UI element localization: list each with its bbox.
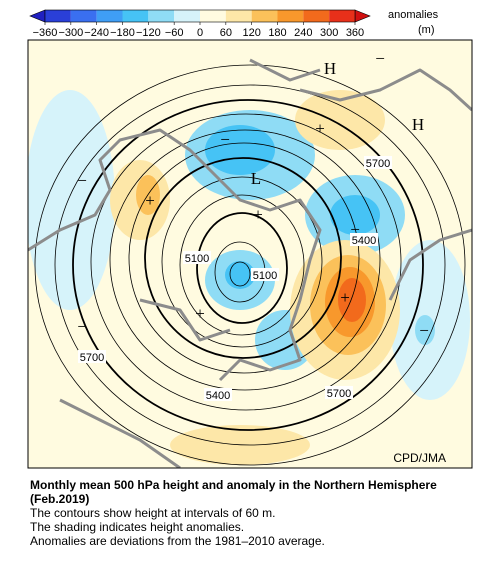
contour-label-bg [364, 156, 392, 169]
plus-marker: + [195, 304, 205, 323]
colorbar-tick-label: 120 [242, 27, 260, 39]
contour-label-bg [251, 268, 279, 281]
plus-marker: + [340, 288, 350, 307]
colorbar-tick-label: 240 [294, 27, 312, 39]
colorbar-high [354, 9, 371, 23]
contour-label-bg [325, 386, 353, 399]
caption-line: Anomalies are deviations from the 1981–2… [30, 534, 325, 548]
colorbar-tick-label: −120 [136, 27, 161, 39]
map-frame [27, 39, 473, 469]
colorbar-segment [225, 10, 252, 22]
colorbar-segment [70, 10, 97, 22]
map [28, 40, 472, 468]
plus-marker: + [145, 191, 155, 210]
contour-label: 5700 [366, 158, 390, 170]
caption-line: The contours show height at intervals of… [30, 506, 276, 520]
minus-marker: − [220, 130, 230, 149]
contour-label: 5400 [206, 390, 230, 402]
colorbar-segment [45, 10, 71, 22]
contour-label: 5100 [185, 253, 209, 265]
colorbar-segment [329, 10, 355, 22]
caption-lines: The contours show height at intervals of… [30, 506, 450, 548]
colorbar-segment [277, 10, 304, 22]
colorbar-low [29, 9, 46, 23]
colorbar-segment [174, 10, 200, 22]
contour-label: 5400 [352, 235, 376, 247]
contour-label: 5700 [80, 352, 104, 364]
minus-marker: − [419, 321, 429, 340]
high-marker: H [324, 59, 336, 78]
contour-label: 5700 [327, 388, 351, 400]
colorbar-segment [303, 10, 330, 22]
contour-label-bg [350, 233, 378, 246]
colorbar-tick-label: 360 [346, 27, 364, 39]
colorbar-tick-label: −60 [165, 27, 184, 39]
colorbar-tick-label: 0 [197, 27, 203, 39]
plus-marker: + [253, 205, 263, 224]
colorbar-title: anomalies [388, 9, 439, 21]
colorbar-tick-label: 300 [320, 27, 338, 39]
colorbar-tick-label: −300 [58, 27, 83, 39]
minus-marker: − [77, 317, 87, 336]
caption: Monthly mean 500 hPa height and anomaly … [30, 478, 450, 548]
contour-label: 5100 [253, 270, 277, 282]
contour-label-bg [204, 388, 232, 401]
high-marker: H [412, 115, 424, 134]
colorbar-segment [96, 10, 123, 22]
colorbar-segment [148, 10, 175, 22]
minus-marker: − [77, 171, 87, 190]
colorbar-tick-label: −180 [110, 27, 135, 39]
caption-line: The shading indicates height anomalies. [30, 520, 245, 534]
colorbar-unit: (m) [418, 24, 435, 36]
contour-label-bg [78, 350, 106, 363]
figure: −360 −300 −240 −180 −120 −60 0 60 120 180 240 300 36… [27, 9, 473, 469]
map-labels: 5700 5400 5100 5100 5400 5700 5700 H H L + + + + + − − − −… [77, 49, 446, 465]
colorbar-tick-label: 60 [220, 27, 232, 39]
colorbar: −360 −300 −240 −180 −120 −60 0 60 120 180 240 300 36… [29, 9, 371, 39]
colorbar-tick-label: −240 [84, 27, 109, 39]
low-marker: L [251, 169, 261, 188]
contour-label-bg [183, 251, 211, 264]
minus-marker: − [375, 49, 385, 68]
credit: CPD/JMA [393, 451, 446, 465]
caption-title: Monthly mean 500 hPa height and anomaly … [30, 478, 437, 506]
colorbar-segment [251, 10, 278, 22]
colorbar-tick-label: −360 [33, 27, 58, 39]
colorbar-segment [122, 10, 149, 22]
plus-marker: + [315, 119, 325, 138]
colorbar-segment [200, 10, 226, 22]
minus-marker: − [350, 220, 360, 239]
colorbar-tick-label: 180 [268, 27, 286, 39]
